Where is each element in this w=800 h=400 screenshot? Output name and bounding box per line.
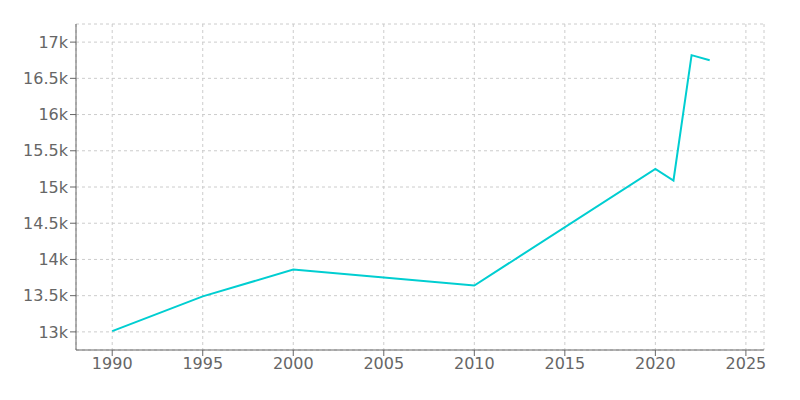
svg-text:13k: 13k [38, 323, 68, 342]
svg-text:14.5k: 14.5k [23, 214, 69, 233]
svg-text:15k: 15k [38, 178, 68, 197]
svg-text:15.5k: 15.5k [23, 141, 69, 160]
svg-text:2005: 2005 [363, 354, 404, 373]
svg-text:16.5k: 16.5k [23, 69, 69, 88]
svg-text:14k: 14k [38, 250, 68, 269]
svg-text:16k: 16k [38, 105, 68, 124]
svg-text:2025: 2025 [726, 354, 767, 373]
svg-text:13.5k: 13.5k [23, 286, 69, 305]
svg-text:1995: 1995 [182, 354, 223, 373]
svg-text:1990: 1990 [92, 354, 133, 373]
svg-text:17k: 17k [38, 33, 68, 52]
svg-text:2000: 2000 [273, 354, 314, 373]
svg-text:2015: 2015 [544, 354, 585, 373]
svg-text:2020: 2020 [635, 354, 676, 373]
svg-text:2010: 2010 [454, 354, 495, 373]
